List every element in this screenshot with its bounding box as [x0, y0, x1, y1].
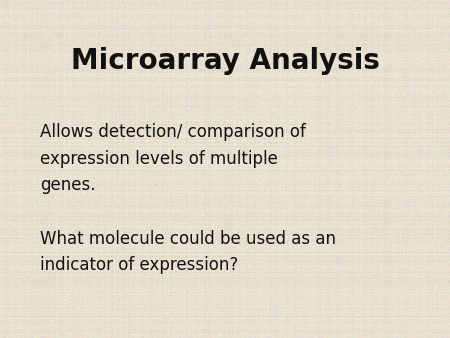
Text: Allows detection/ comparison of
expression levels of multiple
genes.: Allows detection/ comparison of expressi…: [40, 123, 306, 194]
Text: Microarray Analysis: Microarray Analysis: [71, 47, 379, 75]
Text: What molecule could be used as an
indicator of expression?: What molecule could be used as an indica…: [40, 230, 337, 274]
